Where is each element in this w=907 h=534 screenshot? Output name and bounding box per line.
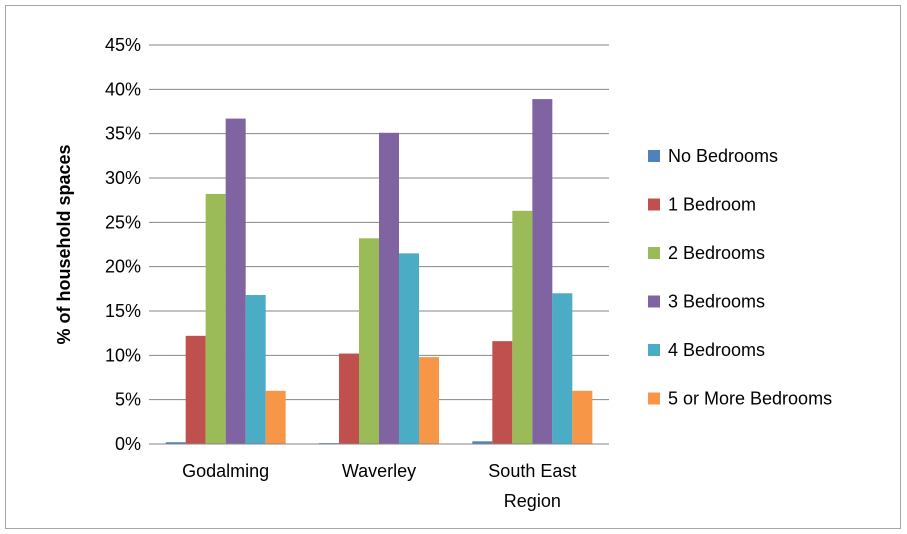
y-tick-label: 35%: [105, 124, 141, 144]
y-tick-label: 45%: [105, 35, 141, 55]
legend-swatch: [648, 150, 660, 162]
y-tick-label: 15%: [105, 301, 141, 321]
y-tick-label: 30%: [105, 168, 141, 188]
bar: [572, 390, 593, 444]
legend-label: 2 Bedrooms: [668, 243, 765, 263]
y-axis-ticks: 0% 5% 10% 15% 20% 25% 30% 35% 40% 45%: [105, 35, 141, 454]
bar: [379, 132, 399, 444]
bar: [225, 118, 246, 445]
bar: [339, 353, 359, 444]
y-tick-label: 25%: [105, 212, 141, 232]
legend-swatch: [648, 344, 660, 356]
bars: [165, 99, 593, 445]
x-tick-label: Godalming: [182, 461, 269, 481]
x-tick-label: South East: [488, 461, 576, 481]
legend: No Bedrooms 1 Bedroom 2 Bedrooms 3 Bedrooms…: [648, 146, 832, 409]
legend-swatch: [648, 295, 660, 308]
legend-label: No Bedrooms: [668, 146, 778, 166]
bar: [245, 295, 266, 444]
bar: [472, 441, 493, 444]
bar: [512, 210, 533, 444]
bar: [265, 390, 286, 444]
legend-label: 4 Bedrooms: [668, 340, 765, 360]
legend-label: 5 or More Bedrooms: [668, 389, 832, 409]
bar: [532, 99, 553, 444]
y-tick-label: 20%: [105, 257, 141, 277]
bar: [399, 253, 419, 444]
y-tick-label: 40%: [105, 79, 141, 99]
x-tick-label: Waverley: [342, 461, 416, 481]
y-tick-label: 0%: [115, 434, 141, 454]
bar: [205, 193, 226, 444]
y-tick-label: 5%: [115, 390, 141, 410]
bar: [185, 335, 206, 444]
y-axis-label: % of household spaces: [54, 144, 74, 344]
legend-swatch: [648, 247, 660, 259]
legend-label: 3 Bedrooms: [668, 292, 765, 312]
x-tick-label: Region: [504, 491, 561, 511]
y-tick-label: 10%: [105, 345, 141, 365]
bar: [552, 293, 573, 444]
bar: [165, 442, 186, 444]
chart-area: 0% 5% 10% 15% 20% 25% 30% 35% 40% 45% Godalming Wa…: [5, 5, 901, 529]
bar: [492, 341, 513, 444]
bar-chart: 0% 5% 10% 15% 20% 25% 30% 35% 40% 45% Godalming Wa…: [54, 35, 832, 511]
legend-swatch: [648, 392, 660, 405]
bar: [359, 238, 379, 444]
legend-label: 1 Bedroom: [668, 195, 756, 215]
bar: [419, 357, 439, 444]
x-axis-ticks: Godalming Waverley South East Region: [182, 461, 576, 511]
legend-swatch: [648, 198, 660, 211]
